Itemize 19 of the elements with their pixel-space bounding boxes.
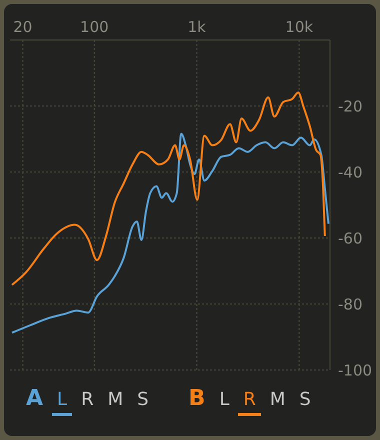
x-tick-label: 20 xyxy=(13,18,32,36)
y-tick-label: -100 xyxy=(338,361,372,380)
text: B xyxy=(188,386,206,411)
x-tick-label: 1k xyxy=(188,18,206,36)
text: M xyxy=(270,389,286,410)
text: M xyxy=(108,389,124,410)
x-tick-label: 100 xyxy=(80,18,109,36)
y-tick-label: -60 xyxy=(338,229,362,248)
text: R xyxy=(81,389,94,410)
text: L xyxy=(57,389,68,410)
text: L xyxy=(219,389,230,410)
y-tick-label: -80 xyxy=(338,295,362,314)
text: R xyxy=(243,389,256,410)
text: A xyxy=(26,386,44,411)
y-tick-label: -40 xyxy=(338,163,362,182)
text: S xyxy=(299,389,311,410)
x-tick-label: 10k xyxy=(285,18,314,36)
text: S xyxy=(137,389,149,410)
y-tick-label: -20 xyxy=(338,97,362,116)
